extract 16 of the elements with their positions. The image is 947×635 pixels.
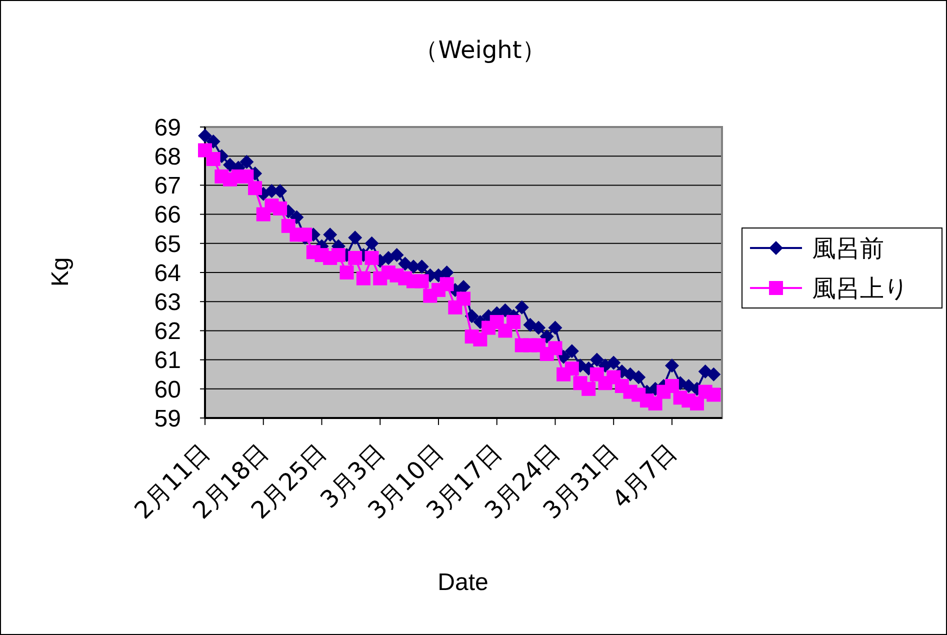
legend-label: 風呂前 <box>812 234 884 262</box>
y-tick-label: 64 <box>154 260 181 287</box>
chart-title: （Weight） <box>414 36 546 64</box>
y-tick-label: 65 <box>154 230 181 258</box>
x-axis-title: Date <box>438 569 488 596</box>
y-tick-label: 67 <box>154 172 181 200</box>
y-tick-label: 59 <box>154 405 181 432</box>
y-tick-label: 62 <box>154 318 181 346</box>
y-tick-label: 68 <box>154 144 181 170</box>
y-tick-label: 61 <box>154 347 181 374</box>
y-tick-label: 66 <box>154 202 181 229</box>
y-tick-label: 63 <box>154 289 181 316</box>
y-tick-label: 60 <box>154 376 181 404</box>
y-axis-title: Kg <box>47 257 74 287</box>
y-tick-label: 69 <box>154 114 181 142</box>
legend-label: 風呂上り <box>812 274 909 302</box>
